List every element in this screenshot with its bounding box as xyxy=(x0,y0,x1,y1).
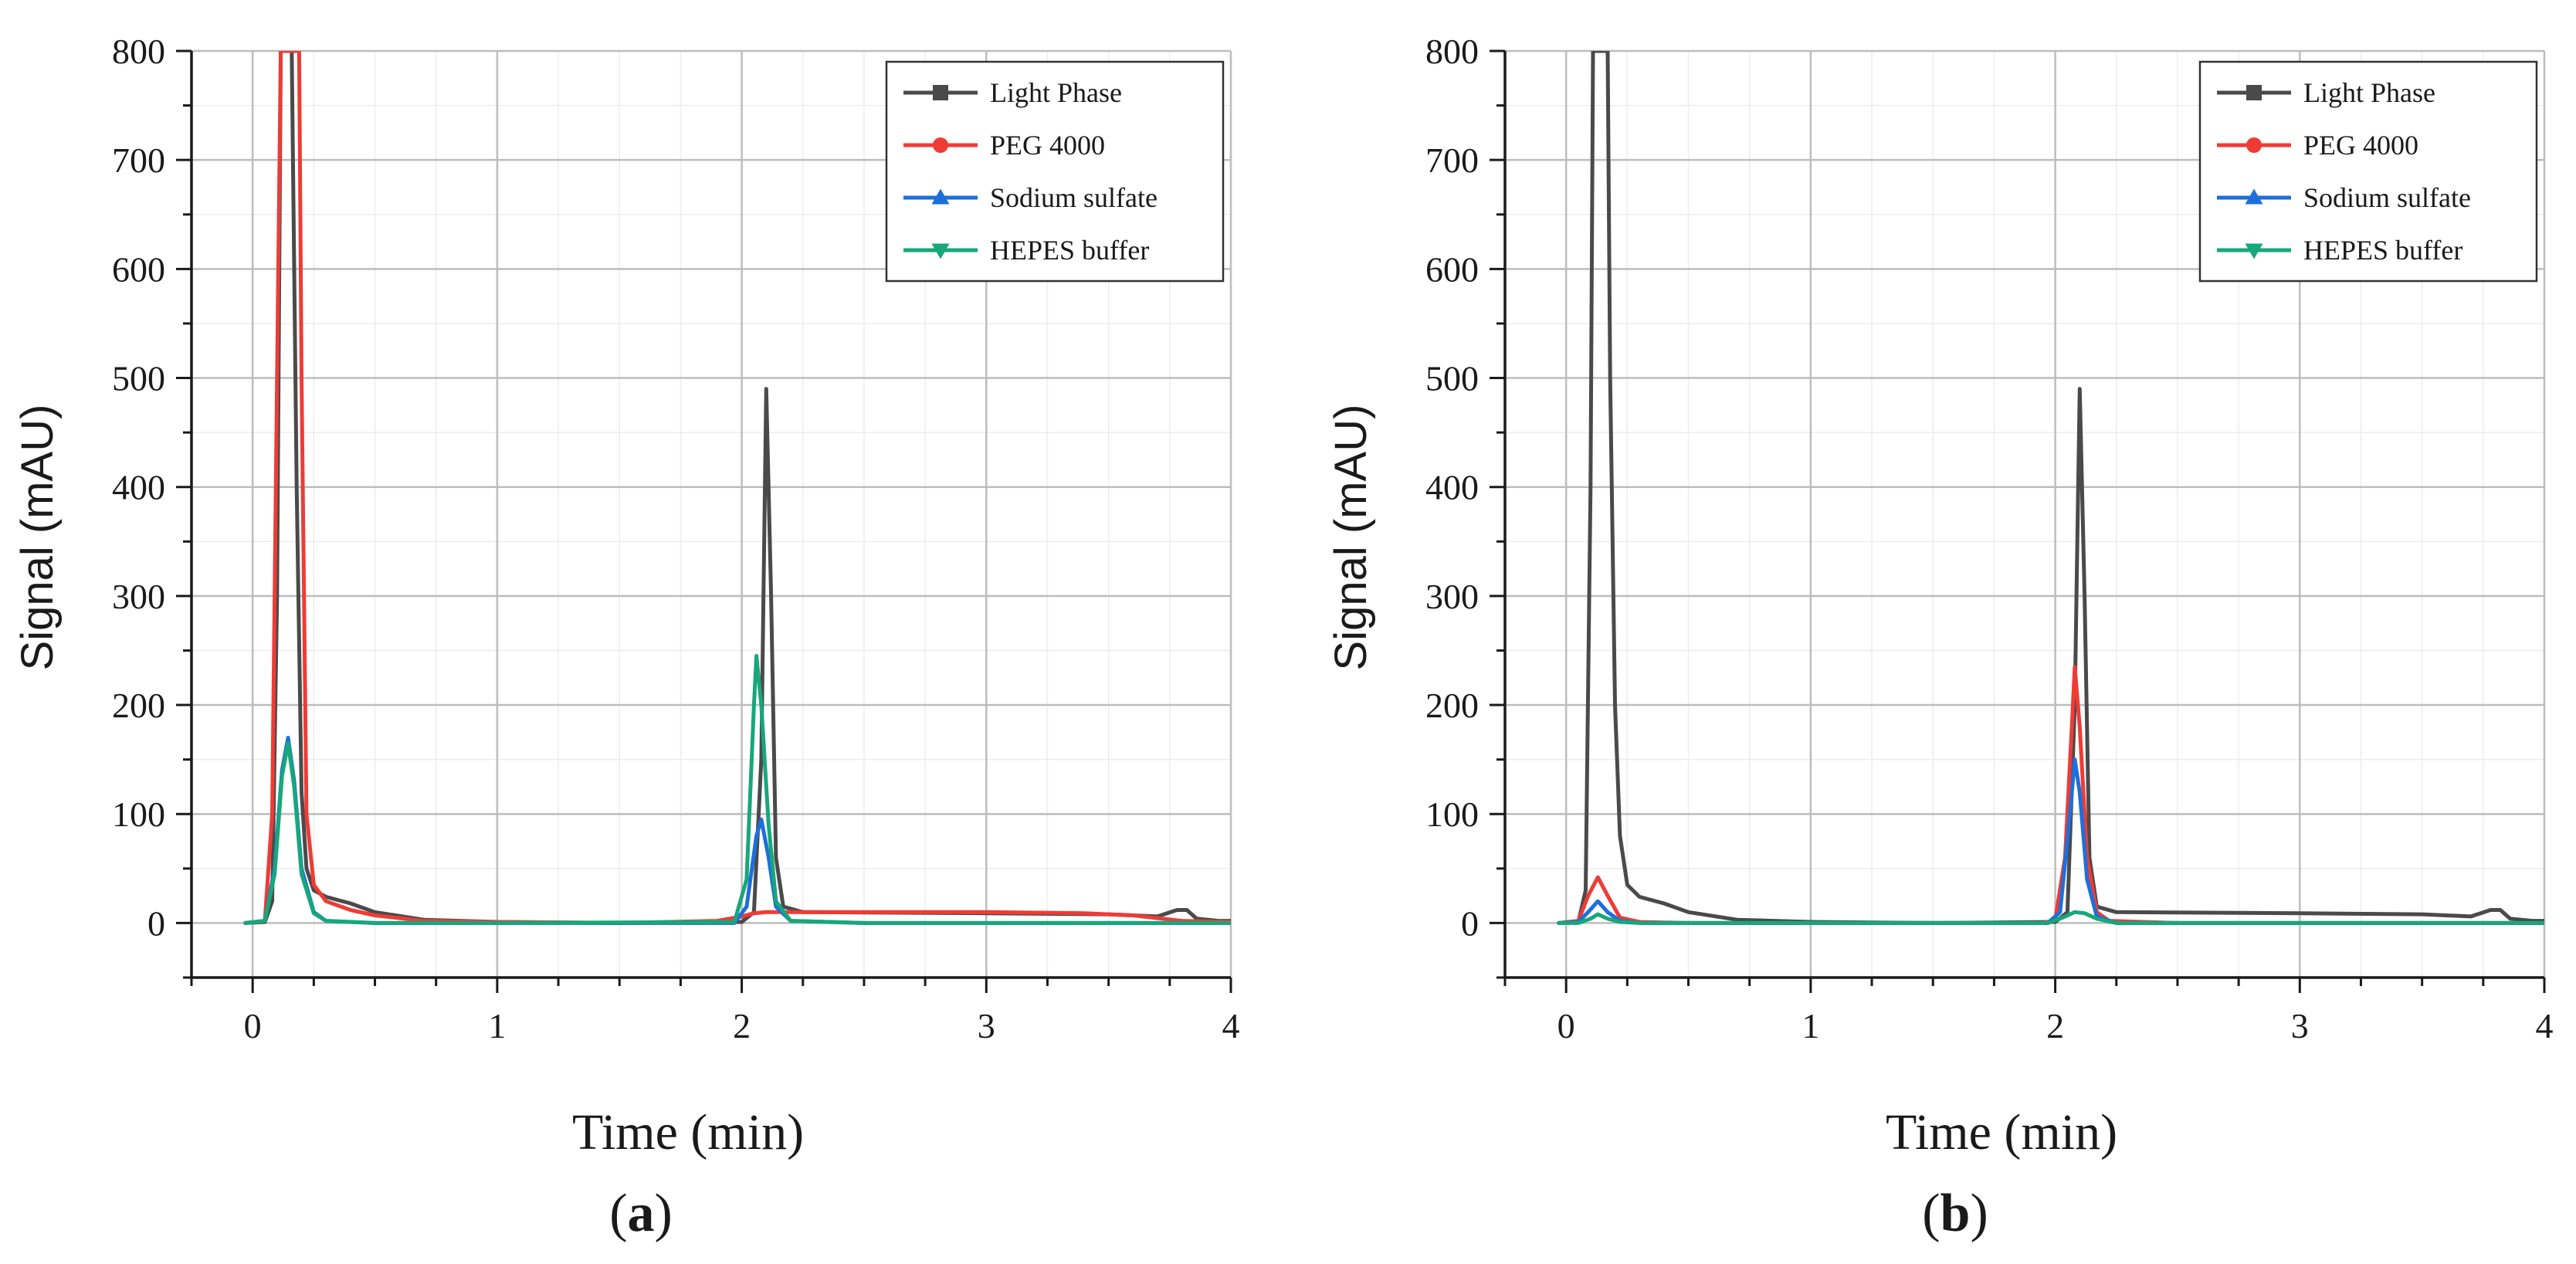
x-tick-label: 0 xyxy=(244,1006,262,1045)
x-tick-label: 4 xyxy=(1222,1006,1240,1045)
legend-marker-triangle-down xyxy=(931,243,950,259)
y-tick-label: 300 xyxy=(112,577,165,616)
y-tick-label: 0 xyxy=(1461,903,1479,943)
chart-panel-a: 0 1 2 3 4 0 100 200 300 400 500 600 700 800 Time (min)… xyxy=(12,32,1240,1243)
x-ticks xyxy=(190,978,1232,993)
legend-entry: Light Phase xyxy=(2217,77,2435,108)
legend-label: Light Phase xyxy=(2303,77,2435,108)
major-grid xyxy=(192,49,1232,978)
major-grid xyxy=(1505,49,2546,978)
x-tick-label: 4 xyxy=(2536,1006,2554,1045)
y-ticks xyxy=(1490,49,1505,979)
minor-grid xyxy=(1504,51,2544,978)
y-tick-label: 700 xyxy=(1425,141,1479,180)
legend-entry: Sodium sulfate xyxy=(903,182,1158,213)
y-tick-label: 400 xyxy=(112,468,165,507)
y-tick-label: 500 xyxy=(1425,359,1479,398)
legend-marker-circle xyxy=(933,137,948,153)
legend-marker-triangle-up xyxy=(2245,188,2263,205)
series-line-hepes-buffer xyxy=(1557,910,2544,925)
legend-entry: PEG 4000 xyxy=(2217,130,2418,161)
y-tick-label: 800 xyxy=(112,32,165,71)
x-tick-label: 0 xyxy=(1557,1006,1575,1045)
x-axis-label: Time (min) xyxy=(572,1104,804,1161)
panel-label-close: ) xyxy=(1970,1184,1988,1243)
series-group xyxy=(1557,51,2544,925)
legend: Light Phase PEG 4000 Sodium sulfate HEPES b… xyxy=(2198,60,2538,283)
x-tick-label: 2 xyxy=(2046,1006,2064,1045)
x-tick-label: 1 xyxy=(1802,1006,1819,1045)
y-tick-label: 200 xyxy=(1425,686,1479,725)
legend-marker-circle xyxy=(2246,137,2262,153)
legend-marker-square xyxy=(2246,85,2262,100)
legend-entry: PEG 4000 xyxy=(903,130,1105,161)
y-tick-label: 100 xyxy=(1425,795,1479,834)
legend-label: HEPES buffer xyxy=(990,235,1149,266)
y-tick-label: 0 xyxy=(147,903,165,943)
legend-label: Sodium sulfate xyxy=(990,182,1158,213)
series-line-sodium-sulfate xyxy=(243,735,1231,925)
y-tick-label: 100 xyxy=(112,795,165,834)
legend-label: Light Phase xyxy=(990,77,1122,108)
y-tick-label: 800 xyxy=(1425,32,1479,71)
x-tick-label: 3 xyxy=(978,1006,995,1045)
y-tick-label: 300 xyxy=(1425,577,1479,616)
x-tick-label: 1 xyxy=(488,1006,506,1045)
panel-label-open: ( xyxy=(1922,1184,1940,1243)
chart-panel-b: 0 1 2 3 4 0 100 200 300 400 500 600 700 800 Time (min)… xyxy=(1326,32,2554,1243)
panel-label-letter: a xyxy=(628,1184,655,1243)
panel-label-letter: b xyxy=(1940,1184,1971,1243)
y-tick-label: 500 xyxy=(112,359,165,398)
series-group xyxy=(243,51,1231,925)
series-line-hepes-buffer xyxy=(243,654,1231,925)
y-tick-label: 700 xyxy=(112,141,165,180)
legend-label: HEPES buffer xyxy=(2303,235,2462,266)
panel-label-close: ) xyxy=(655,1184,673,1243)
legend-entry: HEPES buffer xyxy=(2217,235,2462,266)
legend: Light Phase PEG 4000 Sodium sulfate HEPES b… xyxy=(885,60,1225,283)
legend-marker-triangle-down xyxy=(2245,243,2263,259)
y-axis-label: Signal (mAU) xyxy=(1326,405,1376,671)
legend-marker-square xyxy=(933,85,948,100)
panel-label-open: ( xyxy=(609,1184,627,1243)
y-tick-label: 200 xyxy=(112,686,165,725)
y-tick-label: 600 xyxy=(1425,249,1479,289)
x-ticks xyxy=(1503,978,2546,993)
y-tick-label: 600 xyxy=(112,249,165,289)
y-ticks xyxy=(176,49,192,979)
legend-marker-triangle-up xyxy=(931,188,950,205)
legend-label: PEG 4000 xyxy=(2303,130,2418,161)
series-line-sodium-sulfate xyxy=(1557,757,2544,925)
y-tick-label: 400 xyxy=(1425,468,1479,507)
legend-entry: Light Phase xyxy=(903,77,1122,108)
panel-label: (b) xyxy=(1922,1184,1988,1243)
x-tick-label: 2 xyxy=(733,1006,751,1045)
panel-label: (a) xyxy=(609,1184,673,1243)
x-tick-label: 3 xyxy=(2291,1006,2309,1045)
y-axis-label: Signal (mAU) xyxy=(12,405,63,671)
x-axis-label: Time (min) xyxy=(1886,1104,2117,1161)
legend-entry: HEPES buffer xyxy=(903,235,1149,266)
legend-label: Sodium sulfate xyxy=(2303,182,2471,213)
legend-label: PEG 4000 xyxy=(990,130,1105,161)
legend-entry: Sodium sulfate xyxy=(2217,182,2471,213)
